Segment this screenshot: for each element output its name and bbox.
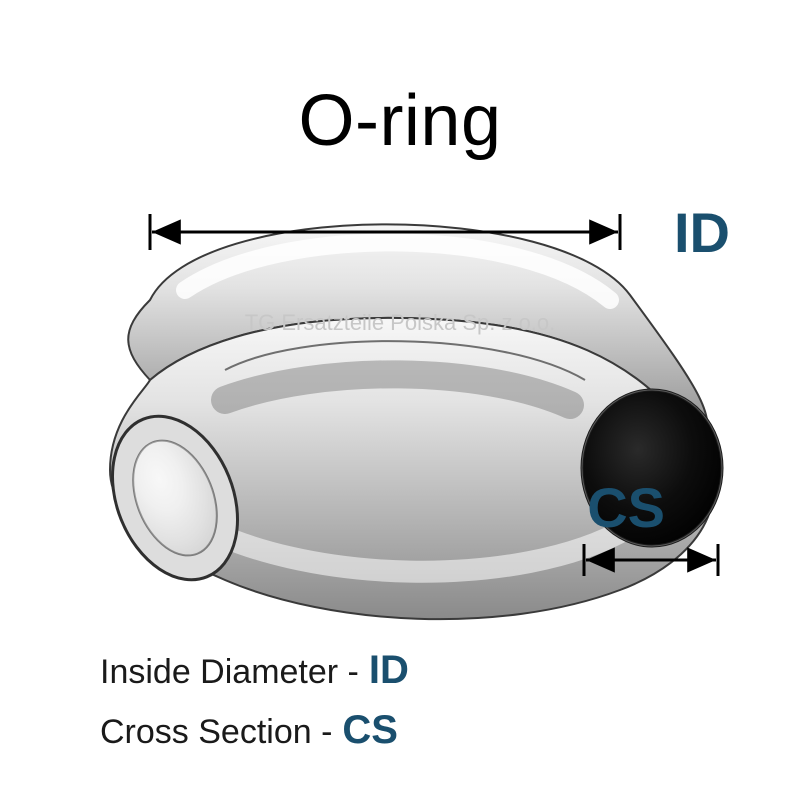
legend-name: Cross Section - <box>100 707 332 758</box>
legend-name: Inside Diameter - <box>100 647 359 698</box>
legend-code: ID <box>369 640 409 700</box>
legend-code: CS <box>342 700 398 760</box>
legend-row-id: Inside Diameter - ID <box>100 640 409 700</box>
id-label: ID <box>674 200 730 265</box>
cs-label: CS <box>587 475 665 540</box>
legend-row-cs: Cross Section - CS <box>100 700 409 760</box>
title-text: O-ring <box>0 80 800 162</box>
legend: Inside Diameter - ID Cross Section - CS <box>100 640 409 760</box>
